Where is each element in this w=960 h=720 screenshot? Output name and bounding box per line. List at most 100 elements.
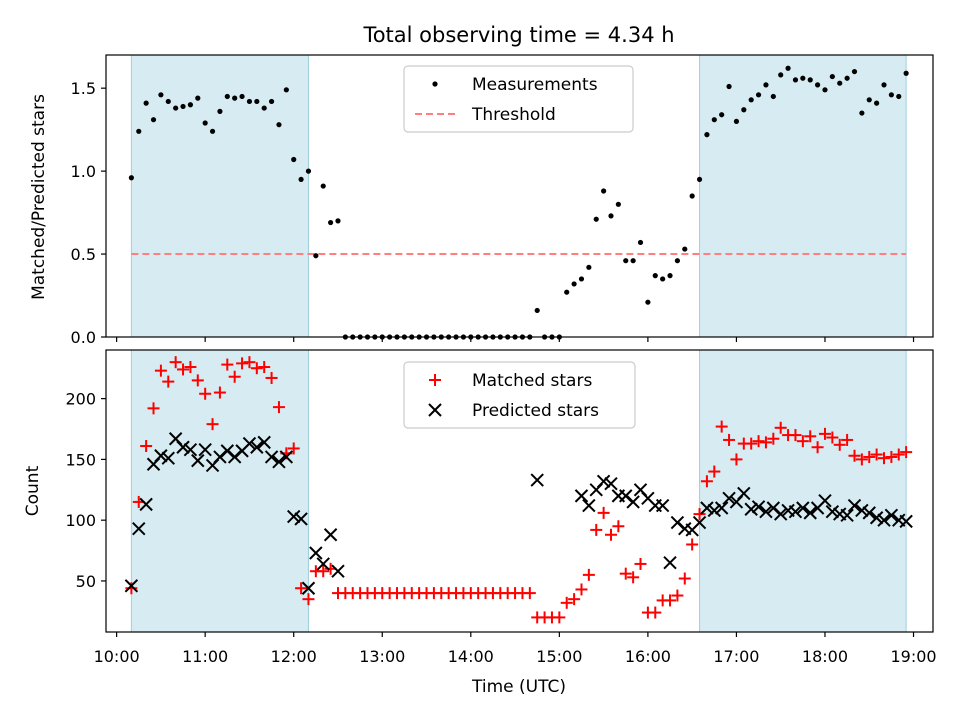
matched-star-point bbox=[287, 442, 300, 455]
matched-star-point bbox=[154, 364, 167, 377]
measurement-point bbox=[173, 105, 179, 111]
matched-stars-legend-marker bbox=[429, 374, 441, 386]
x-tick-label: 17:00 bbox=[713, 647, 759, 666]
top-legend: Measurements Threshold bbox=[403, 65, 634, 133]
predicted-star-point bbox=[257, 435, 271, 450]
matched-star-point bbox=[700, 475, 713, 488]
measurement-point bbox=[689, 193, 695, 199]
matched-stars-legend-label: Matched stars bbox=[472, 371, 592, 391]
predicted-star-point bbox=[877, 513, 891, 527]
matched-star-point bbox=[789, 429, 802, 442]
measurement-point bbox=[623, 258, 629, 264]
matched-star-point bbox=[767, 432, 780, 445]
matched-star-point bbox=[804, 430, 817, 443]
predicted-star-point bbox=[773, 507, 788, 521]
matched-star-point bbox=[604, 528, 617, 541]
x-tick-label: 14:00 bbox=[448, 647, 494, 666]
predicted-star-point bbox=[161, 451, 175, 465]
predicted-star-point bbox=[862, 506, 876, 520]
predicted-star-point bbox=[869, 511, 884, 525]
measurement-point bbox=[268, 98, 275, 105]
measurement-point bbox=[608, 213, 614, 219]
matched-star-point bbox=[796, 435, 809, 448]
measurement-point bbox=[224, 93, 230, 100]
matched-star-point bbox=[302, 593, 315, 606]
measurement-point bbox=[246, 98, 253, 105]
predicted-star-point bbox=[331, 564, 345, 578]
bottom-legend: Matched stars Predicted stars bbox=[403, 361, 636, 429]
predicted-star-point bbox=[301, 581, 316, 595]
predicted-star-point bbox=[530, 473, 544, 487]
predicted-star-point bbox=[788, 504, 803, 519]
predicted-star-point bbox=[759, 504, 773, 519]
predicted-star-point bbox=[899, 514, 913, 529]
measurement-point bbox=[305, 168, 312, 174]
matched-star-point bbox=[870, 448, 883, 461]
measurement-point bbox=[593, 216, 599, 222]
bottom-y-axis-ticks: 50 100 150 200 bbox=[65, 390, 106, 591]
matched-star-point bbox=[140, 440, 153, 453]
predicted-star-point bbox=[272, 455, 286, 469]
measurement-point bbox=[726, 83, 732, 90]
measurement-point bbox=[674, 258, 681, 264]
x-tick-label: 12:00 bbox=[271, 647, 317, 666]
measurement-point bbox=[254, 98, 260, 105]
bottom-panel: 50 100 150 200 10:00 11:00 12:00 13:00 14:00 15:… bbox=[23, 349, 937, 697]
x-tick-label: 18:00 bbox=[802, 647, 848, 666]
matched-star-point bbox=[774, 421, 787, 434]
predicted-stars-legend-marker bbox=[428, 403, 442, 417]
measurement-point bbox=[866, 97, 872, 103]
predicted-star-point bbox=[287, 509, 301, 524]
y-tick-label: 200 bbox=[65, 390, 96, 409]
matched-star-point bbox=[597, 506, 610, 519]
measurement-point bbox=[881, 82, 887, 88]
measurement-point bbox=[711, 117, 717, 123]
threshold-legend-label: Threshold bbox=[471, 105, 556, 125]
measurement-point bbox=[239, 93, 245, 100]
predicted-star-point bbox=[626, 495, 640, 509]
measurement-point bbox=[719, 112, 725, 118]
x-axis-label: Time (UTC) bbox=[471, 677, 566, 697]
matched-star-point bbox=[730, 453, 743, 466]
predicted-star-point bbox=[714, 501, 729, 515]
measurement-point bbox=[888, 92, 894, 98]
measurement-point bbox=[859, 110, 865, 116]
measurement-point bbox=[630, 258, 636, 264]
predicted-star-point bbox=[796, 501, 810, 515]
matched-star-point bbox=[708, 465, 721, 478]
matched-star-point bbox=[855, 453, 868, 466]
measurement-point bbox=[704, 132, 710, 138]
predicted-star-point bbox=[737, 486, 751, 501]
top-x-axis-ticks bbox=[116, 337, 915, 342]
predicted-star-point bbox=[132, 521, 146, 536]
top-shaded-intervals bbox=[130, 54, 907, 338]
measurement-point bbox=[232, 95, 238, 101]
predicted-stars-legend-label: Predicted stars bbox=[472, 401, 599, 421]
x-tick-label: 19:00 bbox=[890, 647, 936, 666]
top-y-axis-ticks: 0.0 0.5 1.0 1.5 bbox=[71, 79, 106, 347]
measurement-point bbox=[807, 77, 813, 83]
predicted-star-point bbox=[825, 504, 840, 519]
matched-star-point bbox=[678, 572, 691, 585]
measurement-point bbox=[822, 87, 828, 93]
predicted-star-point bbox=[198, 442, 212, 457]
measurement-point bbox=[785, 65, 791, 71]
matched-star-point bbox=[848, 449, 861, 462]
predicted-star-point bbox=[124, 579, 139, 593]
matched-star-point bbox=[228, 370, 241, 383]
predicted-star-point bbox=[264, 450, 279, 464]
measurement-point bbox=[136, 128, 142, 134]
matched-star-point bbox=[590, 523, 603, 536]
measurement-point bbox=[283, 87, 289, 93]
measurements-legend-marker bbox=[432, 81, 438, 87]
measurement-point bbox=[800, 75, 806, 81]
measurement-point bbox=[180, 103, 186, 110]
measurement-point bbox=[601, 188, 607, 194]
predicted-star-point bbox=[309, 546, 323, 560]
measurement-point bbox=[158, 92, 164, 98]
figure-title: Total observing time = 4.34 h bbox=[362, 23, 674, 47]
measurement-point bbox=[652, 273, 658, 279]
matched-star-point bbox=[693, 508, 706, 521]
x-tick-label: 13:00 bbox=[359, 647, 405, 666]
